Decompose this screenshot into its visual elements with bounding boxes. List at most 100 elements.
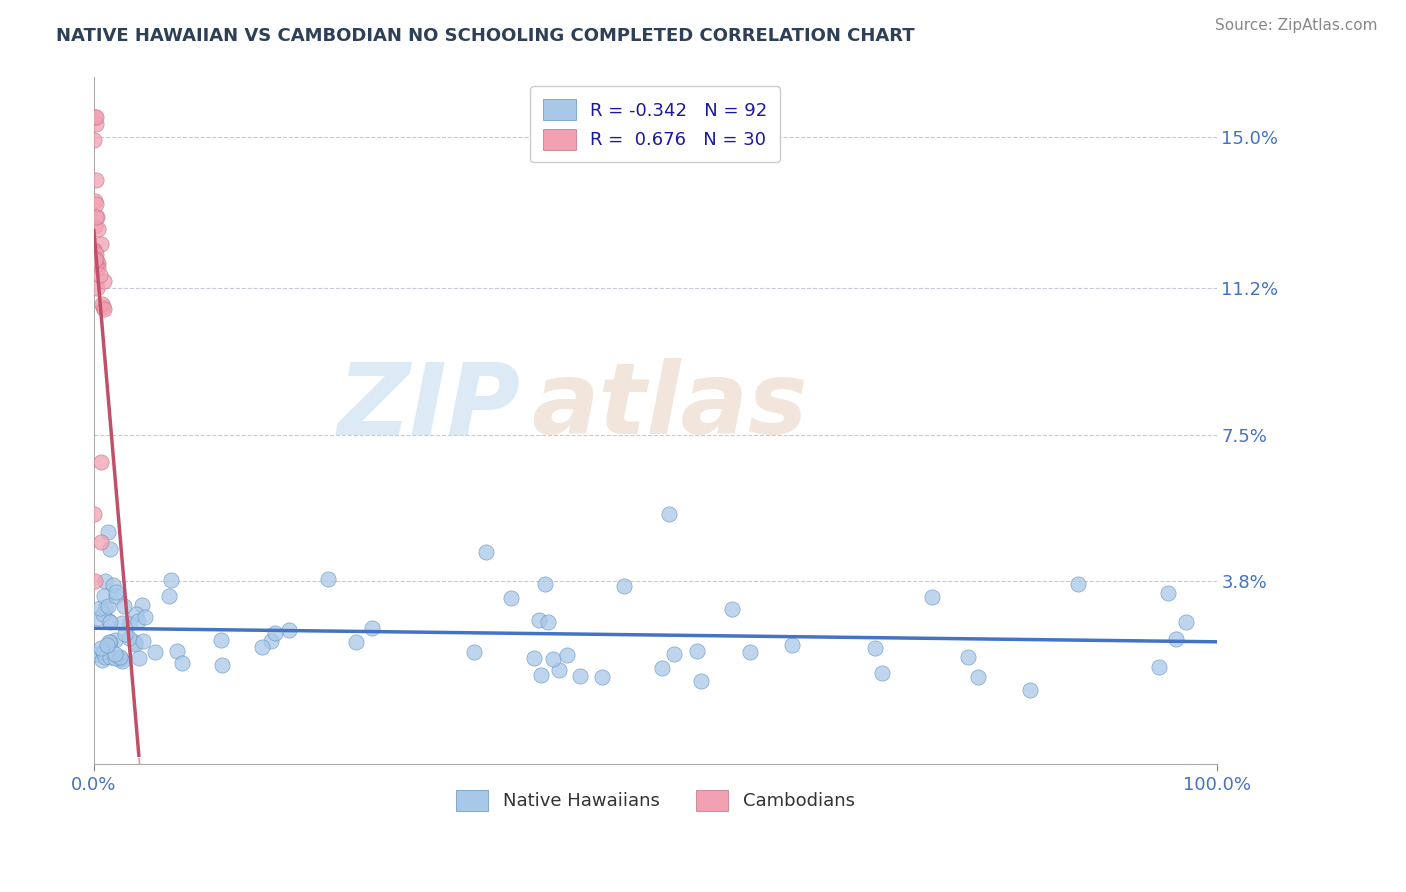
Point	[84, 110, 107, 124]
Point	[86, 647, 108, 661]
Point	[83, 507, 105, 521]
Point	[87, 260, 110, 274]
Point	[84, 194, 107, 208]
Point	[96, 638, 118, 652]
Point	[98, 615, 121, 629]
Point	[921, 590, 943, 604]
Point	[782, 638, 804, 652]
Point	[260, 634, 283, 648]
Point	[86, 255, 108, 269]
Point	[1018, 682, 1040, 697]
Point	[91, 297, 114, 311]
Point	[91, 647, 114, 661]
Point	[128, 651, 150, 665]
Text: ZIP: ZIP	[337, 359, 520, 456]
Point	[278, 623, 301, 637]
Point	[87, 221, 110, 235]
Point	[89, 268, 111, 282]
Point	[91, 607, 114, 621]
Point	[98, 650, 121, 665]
Point	[86, 258, 108, 272]
Point	[93, 302, 115, 317]
Point	[613, 579, 636, 593]
Point	[131, 598, 153, 612]
Point	[533, 577, 555, 591]
Point	[97, 525, 120, 540]
Point	[166, 643, 188, 657]
Point	[91, 653, 114, 667]
Text: NATIVE HAWAIIAN VS CAMBODIAN NO SCHOOLING COMPLETED CORRELATION CHART: NATIVE HAWAIIAN VS CAMBODIAN NO SCHOOLIN…	[56, 27, 915, 45]
Point	[172, 657, 194, 671]
Point	[84, 117, 107, 131]
Point	[537, 615, 560, 629]
Point	[591, 670, 613, 684]
Point	[90, 640, 112, 655]
Point	[209, 632, 232, 647]
Point	[83, 244, 105, 258]
Point	[1157, 585, 1180, 599]
Point	[93, 274, 115, 288]
Point	[124, 636, 146, 650]
Point	[107, 649, 129, 664]
Point	[97, 614, 120, 628]
Point	[104, 632, 127, 647]
Point	[114, 627, 136, 641]
Point	[118, 631, 141, 645]
Point	[110, 652, 132, 666]
Point	[548, 663, 571, 677]
Point	[101, 577, 124, 591]
Point	[463, 644, 485, 658]
Point	[361, 621, 384, 635]
Point	[686, 643, 709, 657]
Point	[475, 544, 498, 558]
Point	[98, 541, 121, 556]
Point	[84, 197, 107, 211]
Point	[104, 647, 127, 661]
Point	[957, 649, 980, 664]
Point	[543, 652, 565, 666]
Point	[651, 660, 673, 674]
Point	[94, 649, 117, 664]
Point	[111, 615, 134, 630]
Point	[555, 648, 578, 662]
Point	[90, 534, 112, 549]
Point	[124, 635, 146, 649]
Point	[98, 634, 121, 648]
Point	[501, 591, 523, 606]
Point	[160, 573, 183, 587]
Point	[1067, 576, 1090, 591]
Point	[252, 640, 274, 654]
Point	[108, 649, 131, 664]
Point	[134, 610, 156, 624]
Point	[530, 667, 553, 681]
Point	[86, 281, 108, 295]
Point	[966, 670, 988, 684]
Point	[83, 243, 105, 257]
Point	[143, 644, 166, 658]
Point	[128, 615, 150, 629]
Point	[107, 651, 129, 665]
Text: atlas: atlas	[531, 359, 808, 456]
Point	[90, 237, 112, 252]
Point	[863, 641, 886, 656]
Point	[93, 590, 115, 604]
Point	[84, 211, 107, 225]
Point	[344, 635, 367, 649]
Point	[105, 585, 128, 599]
Point	[157, 590, 180, 604]
Point	[84, 252, 107, 266]
Point	[91, 301, 114, 315]
Point	[83, 110, 105, 124]
Point	[105, 589, 128, 603]
Point	[84, 574, 107, 589]
Point	[89, 601, 111, 615]
Point	[117, 616, 139, 631]
Point	[94, 601, 117, 615]
Point	[721, 602, 744, 616]
Point	[94, 574, 117, 589]
Point	[87, 611, 110, 625]
Point	[111, 654, 134, 668]
Point	[738, 645, 761, 659]
Point	[569, 669, 592, 683]
Point	[1174, 615, 1197, 629]
